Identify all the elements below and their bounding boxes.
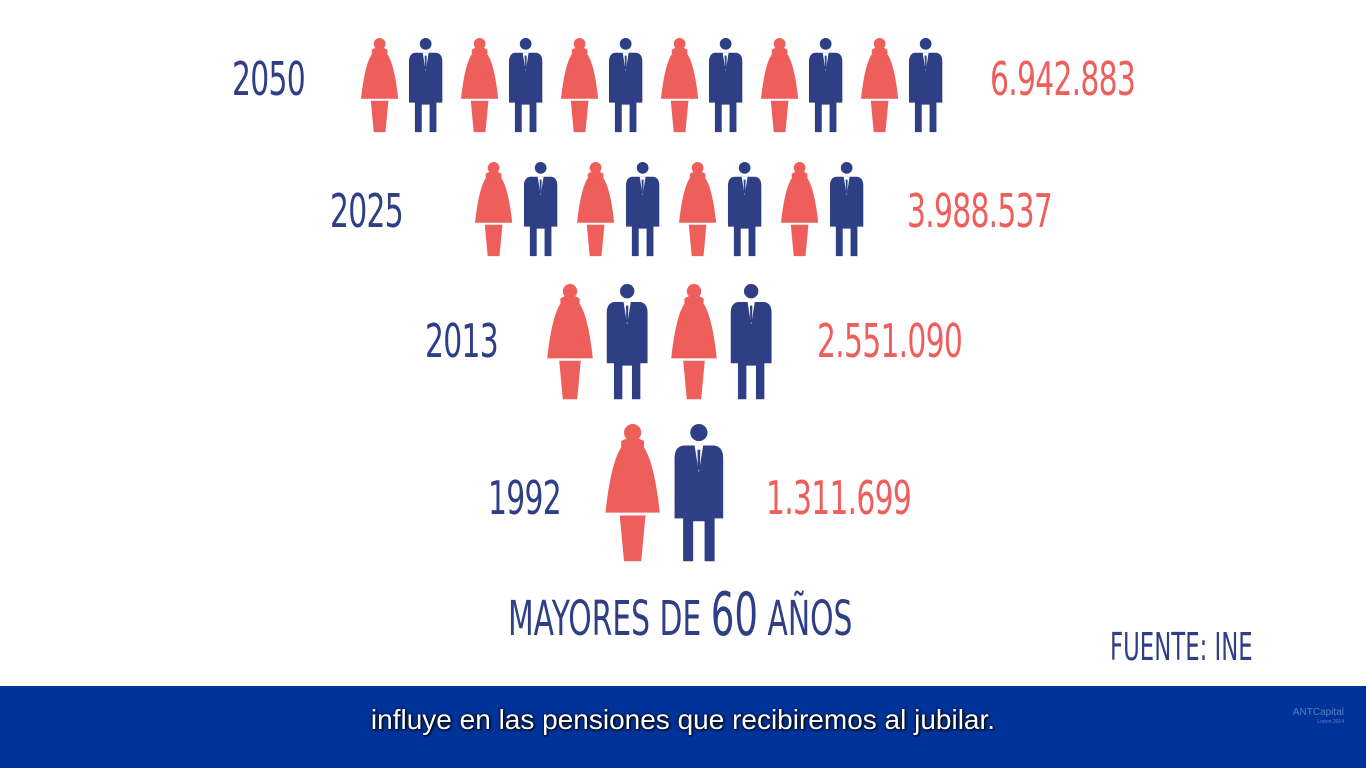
pictogram-chart [360, 38, 943, 562]
year-label: 2013 [425, 314, 499, 368]
man-icon [625, 162, 660, 257]
year-label: 2025 [330, 184, 404, 238]
chart-title-prefix: MAYORES DE [508, 591, 711, 647]
woman-icon [760, 38, 799, 133]
man-icon [409, 38, 443, 133]
woman-icon [547, 284, 593, 400]
watermark-line: Lorem 2014 [1317, 719, 1344, 725]
chart-title: MAYORES DE 60 AÑOS [508, 585, 852, 645]
man-icon [606, 284, 648, 400]
chart-title-suffix: AÑOS [758, 591, 853, 647]
value-label: 3.988.537 [907, 184, 1053, 238]
man-icon [730, 284, 772, 400]
man-icon [609, 38, 643, 133]
year-label: 1992 [488, 471, 562, 525]
value-label: 6.942.883 [990, 52, 1136, 106]
man-icon [674, 424, 724, 562]
woman-icon [605, 424, 660, 562]
woman-icon [460, 38, 499, 133]
woman-icon [660, 38, 699, 133]
year-label: 2050 [232, 52, 306, 106]
value-label: 2.551.090 [817, 314, 963, 368]
woman-icon [360, 38, 399, 133]
man-icon [727, 162, 762, 257]
man-icon [829, 162, 864, 257]
subtitle-text: influye en las pensiones que recibiremos… [370, 704, 996, 735]
watermark-line: ANTCapital [1292, 707, 1344, 718]
woman-icon [678, 162, 717, 257]
woman-icon [474, 162, 513, 257]
woman-icon [860, 38, 899, 133]
woman-icon [576, 162, 615, 257]
man-icon [809, 38, 843, 133]
watermark-logo: ANTCapital Lorem 2014 [1293, 707, 1344, 725]
woman-icon [560, 38, 599, 133]
man-icon [509, 38, 543, 133]
woman-icon [671, 284, 717, 400]
man-icon [909, 38, 943, 133]
source-label: FUENTE: INE [1110, 625, 1253, 669]
woman-icon [780, 162, 819, 257]
chart-title-number: 60 [710, 580, 759, 650]
man-icon [523, 162, 558, 257]
value-label: 1.311.699 [766, 471, 912, 525]
subtitle-bar: influye en las pensiones que recibiremos… [0, 686, 1366, 768]
man-icon [709, 38, 743, 133]
